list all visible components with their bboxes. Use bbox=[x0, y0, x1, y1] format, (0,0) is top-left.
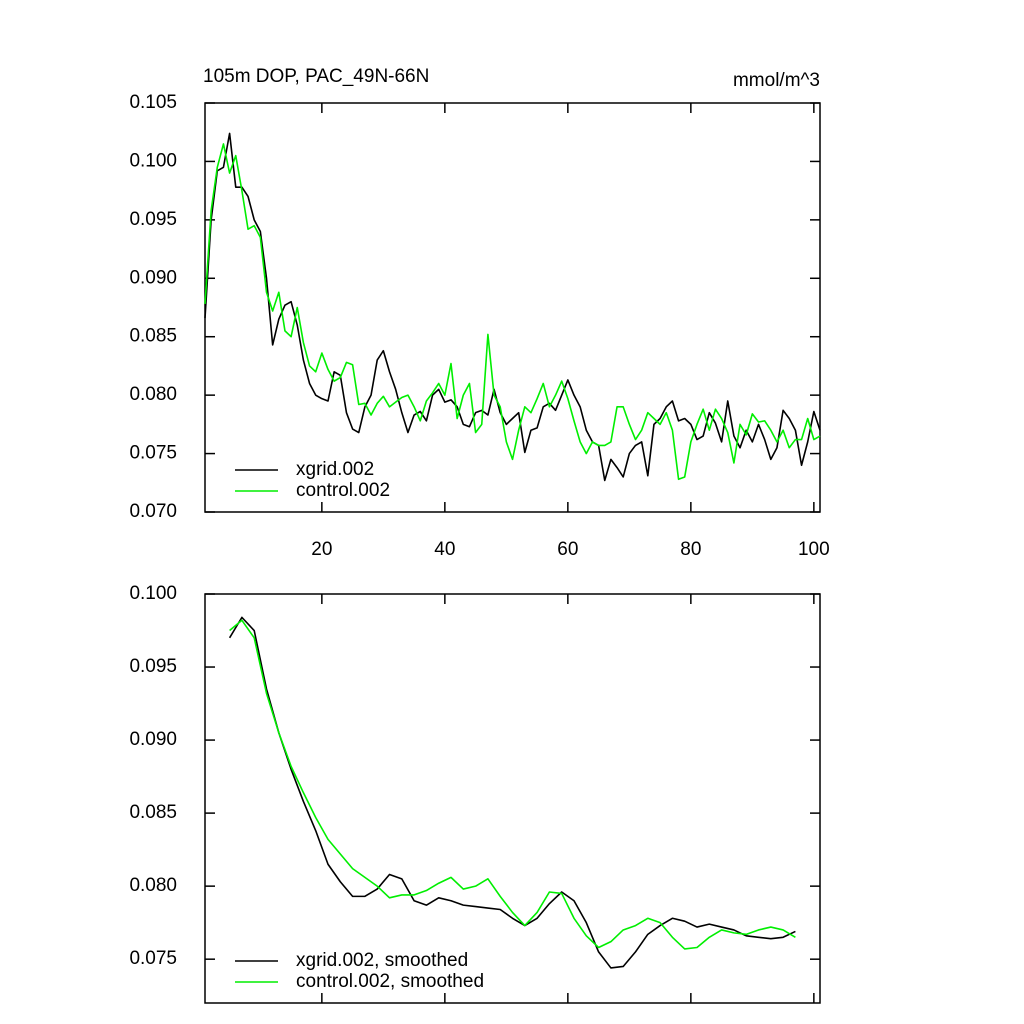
legend-label: control.002 bbox=[296, 480, 390, 501]
y-tick-label: 0.070 bbox=[129, 501, 177, 522]
x-tick-label: 20 bbox=[311, 539, 332, 560]
y-tick-label: 0.075 bbox=[129, 443, 177, 464]
x-tick-label: 40 bbox=[434, 539, 455, 560]
y-tick-label: 0.080 bbox=[129, 875, 177, 896]
x-tick-label: 100 bbox=[798, 539, 830, 560]
chart-title: 105m DOP, PAC_49N-66N bbox=[203, 66, 429, 87]
plot-frame bbox=[204, 593, 821, 1004]
series-line bbox=[204, 132, 821, 482]
legend-label: control.002, smoothed bbox=[296, 971, 484, 992]
y-tick-label: 0.090 bbox=[129, 729, 177, 750]
y-tick-label: 0.075 bbox=[129, 948, 177, 969]
y-tick-label: 0.105 bbox=[129, 92, 177, 113]
y-tick-label: 0.100 bbox=[129, 150, 177, 171]
x-tick-label: 60 bbox=[557, 539, 578, 560]
y-tick-label: 0.095 bbox=[129, 209, 177, 230]
series-line bbox=[229, 619, 796, 950]
y-tick-label: 0.085 bbox=[129, 802, 177, 823]
x-tick-label: 80 bbox=[680, 539, 701, 560]
y-tick-label: 0.085 bbox=[129, 326, 177, 347]
series-line bbox=[204, 143, 821, 481]
legend-label: xgrid.002, smoothed bbox=[296, 950, 468, 971]
y-tick-label: 0.090 bbox=[129, 267, 177, 288]
y-tick-label: 0.100 bbox=[129, 583, 177, 604]
y-tick-label: 0.095 bbox=[129, 656, 177, 677]
units-label: mmol/m^3 bbox=[733, 70, 820, 91]
legend-label: xgrid.002 bbox=[296, 459, 374, 480]
series-line bbox=[228, 616, 796, 969]
y-tick-label: 0.080 bbox=[129, 384, 177, 405]
